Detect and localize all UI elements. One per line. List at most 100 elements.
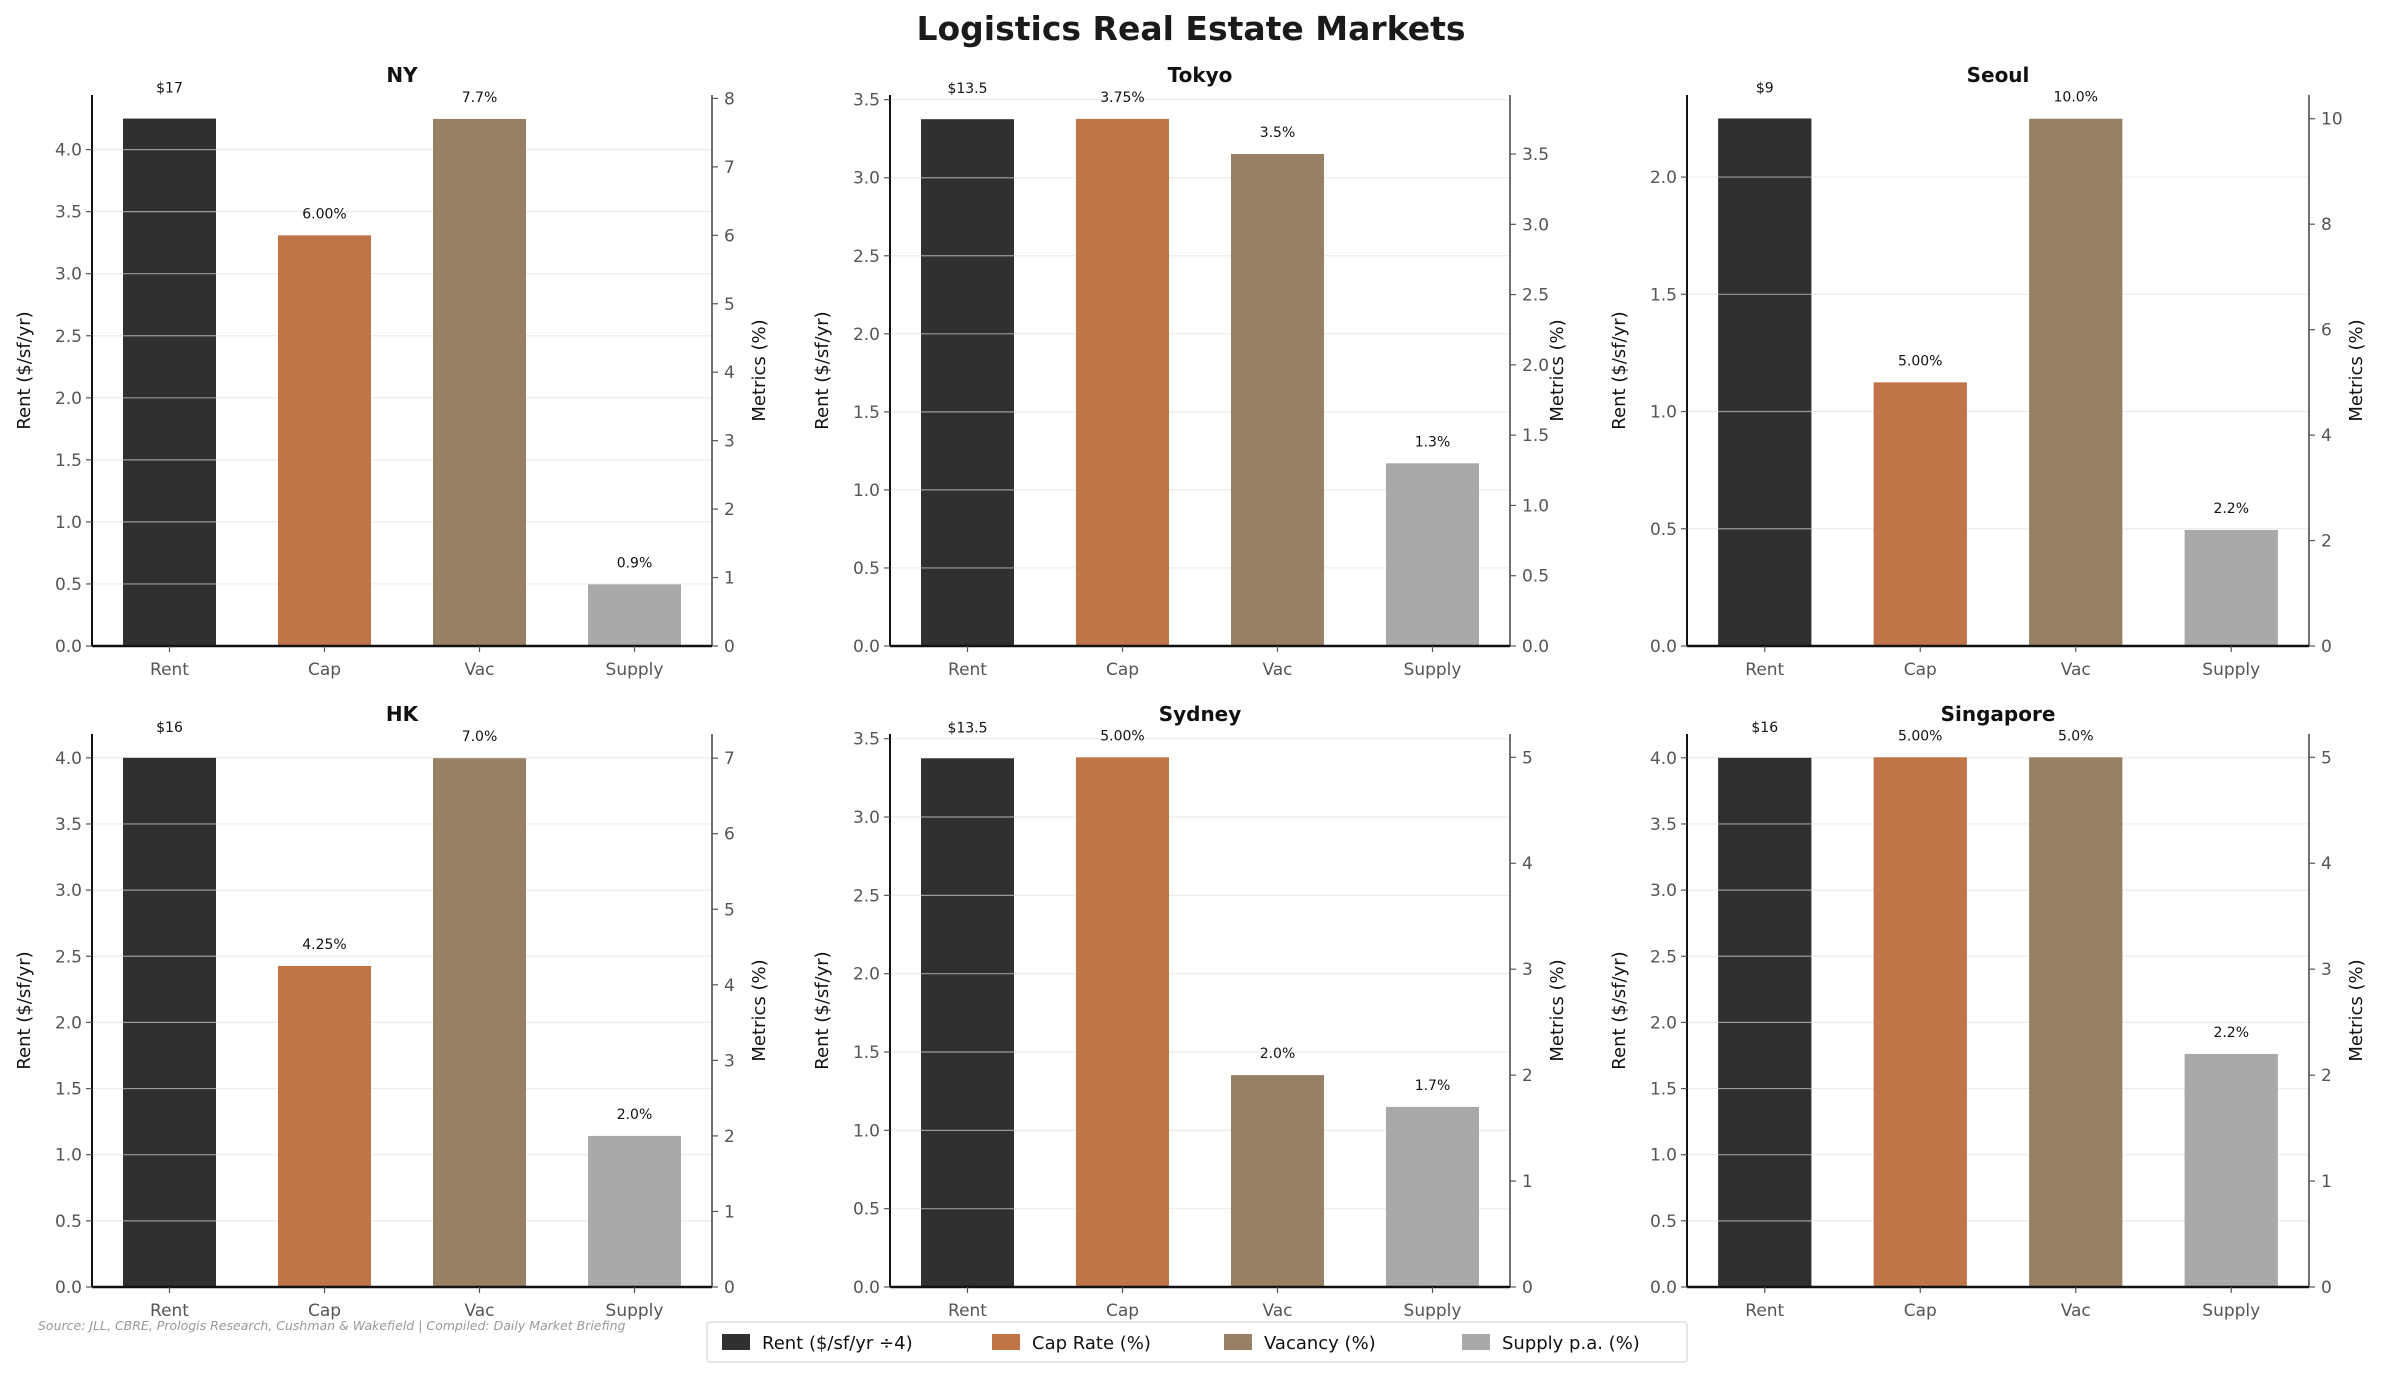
right-tick-label: 8 [724, 89, 735, 109]
bar-label: 1.3% [1415, 434, 1451, 450]
panels: $17 6.00% 7.7% 0.9% 0.0 0.5 1.0 1.5 2.0 2.5 3.0 3.5… [14, 63, 2367, 1321]
x-tick-label: Cap [1106, 1301, 1139, 1321]
left-tick-label: 1.5 [55, 451, 82, 471]
legend-label: Cap Rate (%) [1032, 1333, 1151, 1354]
legend: Rent ($/sf/yr ÷4) Cap Rate (%) Vacancy (%)… [706, 1321, 1688, 1363]
left-tick-label: 0.0 [55, 1278, 82, 1298]
bar-label: 7.0% [462, 729, 498, 745]
x-tick-label: Rent [150, 1301, 189, 1321]
panel-title: Sydney [1159, 702, 1242, 726]
right-axis-label: Metrics (%) [1547, 959, 1568, 1061]
left-axis-label: Rent ($/sf/yr) [1609, 951, 1630, 1069]
x-tick-label: Vac [1262, 1301, 1292, 1321]
panel-tokyo: $13.5 3.75% 3.5% 1.3% 0.0 0.5 1.0 1.5 2.0 2.5 3.0 3… [812, 63, 1568, 680]
left-axis-label: Rent ($/sf/yr) [14, 951, 35, 1069]
bar-vacancy [2029, 118, 2123, 646]
bar-label: $17 [156, 81, 183, 97]
x-tick-label: Supply [2202, 1301, 2260, 1321]
x-tick-label: Rent [948, 660, 987, 680]
left-tick-label: 0.5 [1650, 520, 1677, 540]
bar-supply [588, 584, 681, 646]
panel-title: Tokyo [1168, 63, 1233, 87]
bar-vacancy [1231, 1075, 1324, 1287]
bar-label: 3.75% [1100, 90, 1144, 106]
right-tick-label: 3 [2321, 960, 2332, 980]
right-tick-label: 3 [1522, 960, 1533, 980]
left-tick-label: 3.0 [55, 265, 82, 285]
legend-item: Vacancy (%) [1224, 1333, 1376, 1354]
left-tick-label: 0.5 [55, 1212, 82, 1232]
left-tick-label: 3.0 [55, 881, 82, 901]
x-tick-label: Cap [308, 660, 341, 680]
left-tick-label: 3.5 [853, 730, 880, 750]
bar-label: 2.2% [2213, 501, 2249, 517]
bar-label: 2.0% [1260, 1046, 1296, 1062]
bar-cap [278, 965, 371, 1287]
x-tick-label: Supply [606, 660, 664, 680]
legend-swatch [1224, 1334, 1252, 1350]
x-tick-label: Cap [1904, 1301, 1937, 1321]
left-axis-label: Rent ($/sf/yr) [14, 311, 35, 429]
left-tick-label: 3.5 [55, 203, 82, 223]
bar-label: 4.25% [302, 937, 346, 953]
right-tick-label: 2 [724, 1127, 735, 1147]
chart-title: Logistics Real Estate Markets [916, 9, 1465, 48]
bar-label: $16 [1751, 720, 1778, 736]
bar-label: $13.5 [947, 81, 987, 97]
legend-swatch [1462, 1334, 1490, 1350]
right-tick-label: 4 [2321, 854, 2332, 874]
left-tick-label: 0.5 [853, 1200, 880, 1220]
x-tick-label: Supply [2202, 660, 2260, 680]
bar-cap [278, 235, 371, 646]
left-tick-label: 2.0 [55, 1013, 82, 1033]
x-tick-label: Cap [1904, 660, 1937, 680]
right-tick-label: 2.0 [1522, 356, 1549, 376]
bar-supply [2184, 1053, 2278, 1287]
left-tick-label: 0.0 [853, 637, 880, 657]
legend-item: Supply p.a. (%) [1462, 1333, 1640, 1354]
right-tick-label: 4 [2321, 426, 2332, 446]
bar-rent [1718, 118, 1812, 647]
bar-rent [123, 118, 216, 646]
bar-label: 6.00% [302, 206, 346, 222]
right-tick-label: 5 [2321, 748, 2332, 768]
panel-sydney: $13.5 5.00% 2.0% 1.7% 0.0 0.5 1.0 1.5 2.0 2.5 3.0 3… [812, 702, 1568, 1321]
legend-item: Rent ($/sf/yr ÷4) [722, 1333, 913, 1354]
left-tick-label: 2.0 [853, 325, 880, 345]
left-tick-label: 0.0 [853, 1278, 880, 1298]
left-tick-label: 2.5 [55, 947, 82, 967]
bar-label: 5.0% [2058, 728, 2094, 744]
panel-hk: $16 4.25% 7.0% 2.0% 0.0 0.5 1.0 1.5 2.0 2.5 3.0 3.5… [14, 702, 770, 1321]
panel-title: NY [386, 63, 418, 87]
bar-cap [1076, 118, 1169, 647]
left-tick-label: 2.5 [853, 247, 880, 267]
panel-ny: $17 6.00% 7.7% 0.9% 0.0 0.5 1.0 1.5 2.0 2.5 3.0 3.5… [14, 63, 770, 680]
left-tick-label: 1.5 [853, 1043, 880, 1063]
bar-supply [588, 1135, 681, 1287]
left-tick-label: 3.5 [55, 815, 82, 835]
x-tick-label: Vac [2061, 660, 2091, 680]
right-tick-label: 1 [724, 1202, 735, 1222]
x-tick-label: Supply [1404, 660, 1462, 680]
left-tick-label: 1.5 [1650, 285, 1677, 305]
left-tick-label: 2.0 [55, 389, 82, 409]
bar-vacancy [2029, 757, 2123, 1287]
legend-label: Rent ($/sf/yr ÷4) [762, 1333, 913, 1354]
x-tick-label: Rent [948, 1301, 987, 1321]
panel-seoul: $9 5.00% 10.0% 2.2% 0.0 0.5 1.0 1.5 2.0 0 2 4 6 8 10 Re… [1609, 63, 2367, 680]
right-tick-label: 2 [1522, 1066, 1533, 1086]
right-axis-label: Metrics (%) [749, 319, 770, 421]
bar-label: 2.2% [2213, 1025, 2249, 1041]
right-tick-label: 3.5 [1522, 145, 1549, 165]
x-tick-label: Cap [308, 1301, 341, 1321]
right-tick-label: 6 [2321, 321, 2332, 341]
legend-item: Cap Rate (%) [992, 1333, 1151, 1354]
legend-swatch [992, 1334, 1020, 1350]
right-tick-label: 3 [724, 1051, 735, 1071]
right-axis-label: Metrics (%) [749, 959, 770, 1061]
panel-title: HK [386, 702, 420, 726]
bar-vacancy [433, 758, 526, 1287]
right-tick-label: 0 [2321, 1278, 2332, 1298]
left-tick-label: 0.5 [55, 575, 82, 595]
right-tick-label: 0.5 [1522, 567, 1549, 587]
